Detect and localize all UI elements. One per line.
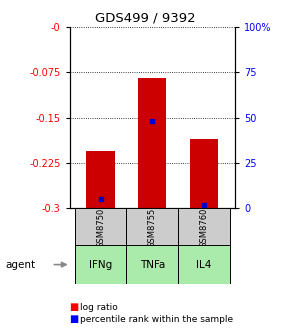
Point — [202, 202, 206, 207]
Text: IL4: IL4 — [196, 260, 212, 269]
Text: log ratio: log ratio — [80, 303, 117, 312]
Bar — [190, 139, 218, 208]
Point — [150, 119, 155, 124]
Point — [98, 197, 103, 202]
Text: percentile rank within the sample: percentile rank within the sample — [80, 315, 233, 324]
Text: GSM8760: GSM8760 — [200, 207, 209, 248]
Text: GSM8755: GSM8755 — [148, 208, 157, 248]
Text: ■: ■ — [70, 302, 79, 312]
Bar — [138, 78, 166, 208]
Bar — [86, 151, 115, 208]
Text: ■: ■ — [70, 314, 79, 324]
Text: GDS499 / 9392: GDS499 / 9392 — [95, 12, 195, 25]
Bar — [75, 208, 126, 247]
Text: GSM8750: GSM8750 — [96, 208, 105, 248]
Bar — [75, 245, 126, 284]
Bar — [126, 208, 178, 247]
Bar — [126, 245, 178, 284]
Bar — [178, 245, 230, 284]
Text: IFNg: IFNg — [89, 260, 112, 269]
Text: TNFa: TNFa — [139, 260, 165, 269]
Text: agent: agent — [6, 260, 36, 269]
Bar — [178, 208, 230, 247]
